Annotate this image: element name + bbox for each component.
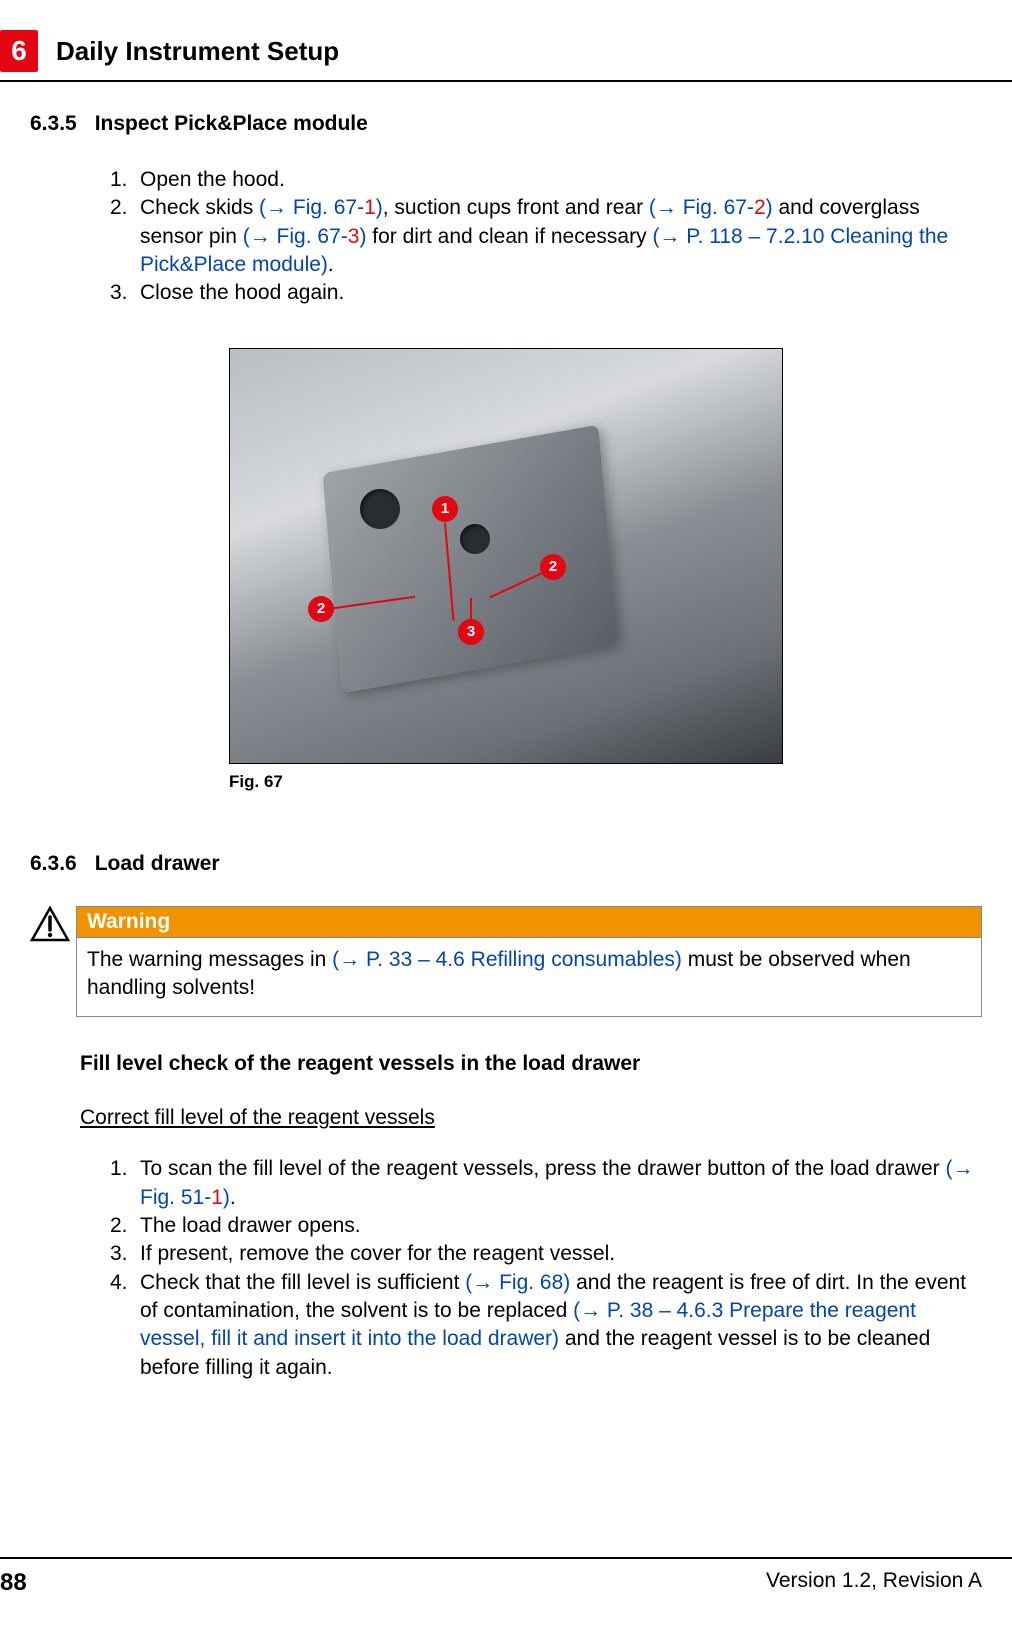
section-635-steps: 1.Open the hood.2.Check skids (→ Fig. 67…	[30, 166, 982, 308]
list-item: 3.If present, remove the cover for the r…	[110, 1240, 982, 1268]
section-635-heading: 6.3.5 Inspect Pick&Place module	[30, 112, 982, 136]
chapter-title: Daily Instrument Setup	[56, 36, 339, 67]
warning-icon	[30, 906, 70, 942]
header-rule	[0, 80, 1012, 82]
section-636-title: Load drawer	[95, 852, 220, 876]
figure-67-caption: Fig. 67	[229, 772, 783, 792]
list-item: 4.Check that the fill level is sufficien…	[110, 1269, 982, 1382]
warning-header: Warning	[76, 906, 982, 937]
fill-level-subheading: Fill level check of the reagent vessels …	[80, 1052, 982, 1076]
callout-dot: 2	[540, 554, 566, 580]
figure-67: 1 2 2 3 Fig. 67	[229, 348, 783, 792]
figure-67-image: 1 2 2 3	[229, 348, 783, 764]
callout-dot: 2	[308, 596, 334, 622]
section-636-heading: 6.3.6 Load drawer	[30, 852, 982, 876]
list-item: 2.The load drawer opens.	[110, 1212, 982, 1240]
callout-dot: 3	[458, 619, 484, 645]
callout-dot: 1	[432, 496, 458, 522]
section-635-title: Inspect Pick&Place module	[95, 112, 368, 136]
chapter-number-box: 6	[0, 30, 38, 72]
warning-body: The warning messages in (→ P. 33 – 4.6 R…	[76, 937, 982, 1018]
list-item: 2.Check skids (→ Fig. 67-1), suction cup…	[110, 194, 982, 279]
section-636-number: 6.3.6	[30, 852, 77, 876]
list-item: 1.To scan the fill level of the reagent …	[110, 1155, 982, 1212]
list-item: 1.Open the hood.	[110, 166, 982, 194]
page-footer: 88 Version 1.2, Revision A	[0, 1557, 1012, 1597]
list-item: 3.Close the hood again.	[110, 279, 982, 307]
section-635-number: 6.3.5	[30, 112, 77, 136]
correct-fill-level-heading: Correct fill level of the reagent vessel…	[80, 1106, 982, 1130]
page-number: 88	[0, 1569, 27, 1597]
document-version: Version 1.2, Revision A	[766, 1569, 982, 1597]
section-636-steps: 1.To scan the fill level of the reagent …	[30, 1155, 982, 1382]
warning-block: Warning The warning messages in (→ P. 33…	[30, 906, 982, 1018]
